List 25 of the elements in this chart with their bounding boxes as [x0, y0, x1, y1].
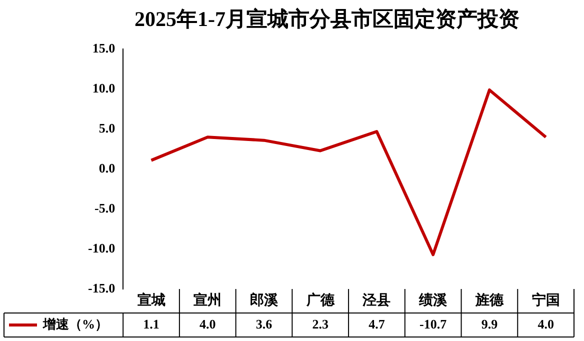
x-tick-label: 广德: [305, 292, 336, 309]
data-label: 3.6: [256, 316, 273, 332]
x-tick-label: 宣州: [194, 292, 222, 309]
x-tick-label: 宣城: [137, 292, 166, 309]
y-tick-label: -5.0: [94, 200, 116, 216]
chart-title: 2025年1-7月宣城市分县市区固定资产投资: [134, 7, 520, 32]
x-tick-label: 宁国: [532, 292, 560, 309]
y-tick-label: 10.0: [92, 80, 116, 96]
x-tick-label: 泾县: [362, 292, 391, 309]
y-tick-label: 0.0: [98, 160, 116, 176]
data-label: 9.9: [481, 316, 498, 332]
x-tick-label: 郎溪: [250, 292, 279, 309]
y-tick-label: 5.0: [98, 120, 116, 136]
data-label: 1.1: [143, 316, 160, 332]
y-tick-label: -10.0: [88, 240, 116, 256]
x-tick-label: 绩溪: [418, 292, 448, 309]
data-label: -10.7: [420, 316, 448, 332]
data-label: 4.7: [368, 316, 386, 332]
y-tick-label: 15.0: [92, 40, 116, 56]
legend-label: 增速（%）: [42, 316, 108, 332]
data-label: 4.0: [538, 316, 554, 332]
data-label: 2.3: [312, 316, 329, 332]
data-label: 4.0: [200, 316, 216, 332]
y-tick-label: -15.0: [88, 280, 116, 296]
x-tick-label: 旌德: [474, 292, 504, 309]
